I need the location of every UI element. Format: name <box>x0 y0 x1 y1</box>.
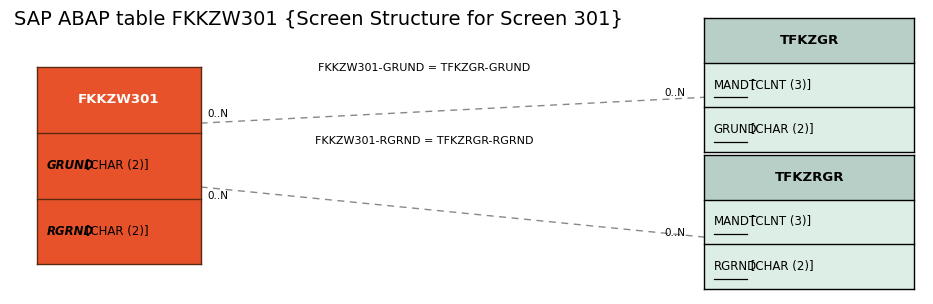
Text: [CLNT (3)]: [CLNT (3)] <box>747 216 812 228</box>
Bar <box>704 200 914 244</box>
Text: MANDT: MANDT <box>714 79 757 92</box>
Text: TFKZGR: TFKZGR <box>780 34 839 47</box>
Text: 0..N: 0..N <box>207 191 229 201</box>
Text: RGRND: RGRND <box>714 260 757 273</box>
Text: [CHAR (2)]: [CHAR (2)] <box>747 260 814 273</box>
Bar <box>37 67 201 133</box>
Text: [CHAR (2)]: [CHAR (2)] <box>81 159 148 172</box>
Bar <box>37 199 201 264</box>
Bar <box>704 18 914 63</box>
Text: 0..N: 0..N <box>664 228 686 237</box>
Text: GRUND: GRUND <box>47 159 94 172</box>
Bar <box>704 155 914 200</box>
Text: MANDT: MANDT <box>714 216 757 228</box>
Bar <box>704 107 914 152</box>
Text: RGRND: RGRND <box>47 225 94 238</box>
Text: 0..N: 0..N <box>207 109 229 119</box>
Text: FKKZW301-GRUND = TFKZGR-GRUND: FKKZW301-GRUND = TFKZGR-GRUND <box>318 63 531 73</box>
Text: [CHAR (2)]: [CHAR (2)] <box>81 225 148 238</box>
Text: FKKZW301: FKKZW301 <box>78 93 160 106</box>
Text: 0..N: 0..N <box>664 88 686 98</box>
Bar <box>704 244 914 289</box>
Text: [CLNT (3)]: [CLNT (3)] <box>747 79 812 92</box>
Text: [CHAR (2)]: [CHAR (2)] <box>747 123 814 136</box>
Text: GRUND: GRUND <box>714 123 758 136</box>
Text: TFKZRGR: TFKZRGR <box>774 171 844 184</box>
Bar <box>37 133 201 199</box>
Text: FKKZW301-RGRND = TFKZRGR-RGRND: FKKZW301-RGRND = TFKZRGR-RGRND <box>315 136 534 146</box>
Text: SAP ABAP table FKKZW301 {Screen Structure for Screen 301}: SAP ABAP table FKKZW301 {Screen Structur… <box>14 9 623 28</box>
Bar <box>704 63 914 107</box>
